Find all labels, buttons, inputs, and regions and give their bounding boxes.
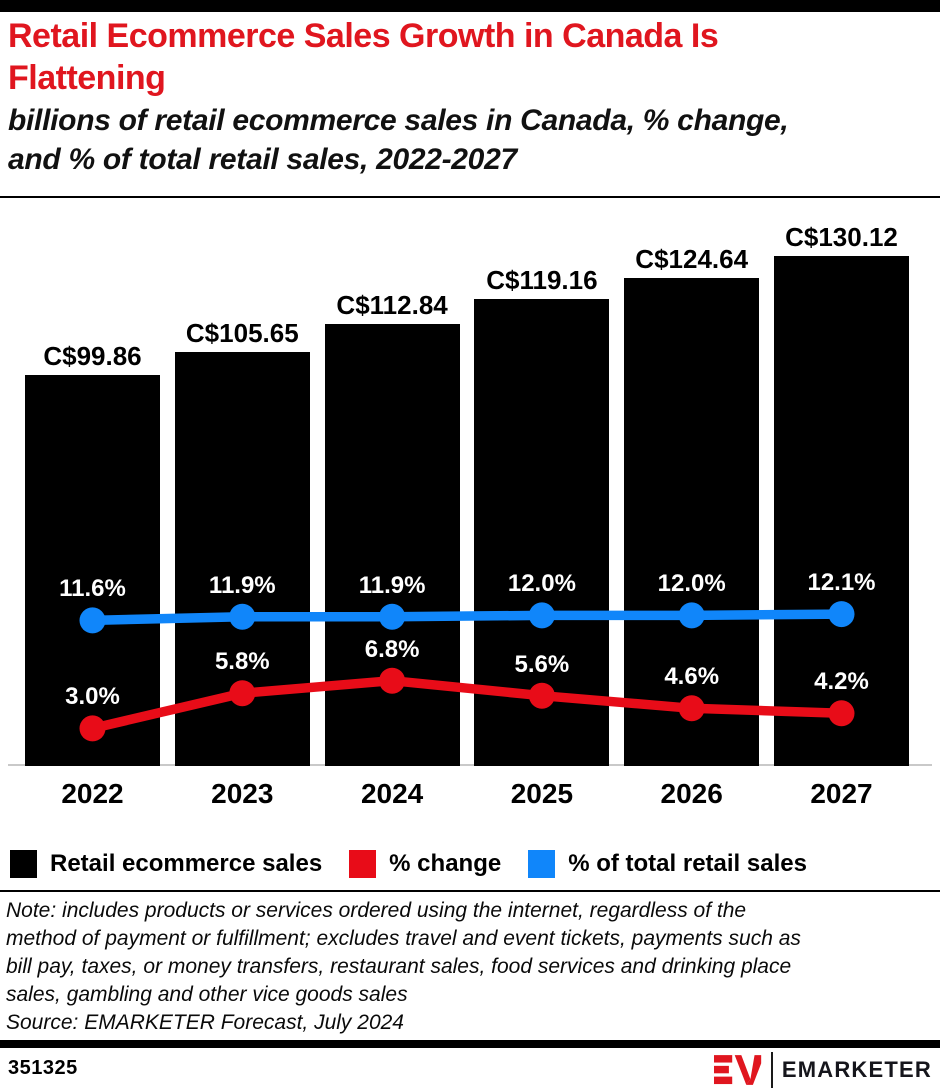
x-axis-label-2022: 2022 [61,778,124,809]
logo-divider [770,1052,773,1088]
bar-value-label: C$130.12 [785,222,898,253]
page-title: Retail Ecommerce Sales Growth in Canada … [8,17,719,97]
of-total-retail-sales-value-label: 12.0% [507,570,576,598]
bottom-black-bar [0,1040,940,1048]
emarketer-logo-mark [713,1055,762,1085]
change-point [678,695,705,722]
page-subtitle: billions of retail ecommerce sales in Ca… [8,104,789,176]
of-total-retail-sales-line [87,609,847,626]
legend-item-retail-ecommerce-sales: Retail ecommerce sales [10,850,322,878]
line-series-overlay [79,601,855,742]
x-axis-label-2024: 2024 [360,778,424,809]
x-axis-label-2027: 2027 [810,778,873,809]
of-total-retail-sales-point [678,602,705,629]
change-point [828,700,855,727]
legend-swatch-black [10,850,37,878]
of-total-retail-sales-point [229,603,256,630]
bar-value-label: C$124.64 [635,243,749,274]
top-black-bar [0,0,940,12]
x-axis-label-2025: 2025 [510,778,574,809]
of-total-retail-sales-value-label: 12.1% [807,569,876,597]
of-total-retail-sales-point [828,601,855,628]
change-value-label: 4.2% [814,668,869,696]
x-axis-label-2023: 2023 [211,778,274,809]
change-line [87,675,847,734]
brand-name: EMARKETER [781,1057,932,1082]
of-total-retail-sales-value-label: 12.0% [657,570,726,598]
change-value-label: 5.6% [514,650,570,678]
change-point [379,667,406,694]
of-total-retail-sales-value-label: 11.6% [59,575,126,603]
bar-value-label: C$119.16 [486,265,598,296]
emarketer-logo: EMARKETER [713,1050,932,1090]
change-value-label: 5.8% [214,648,270,676]
legend-label: Retail ecommerce sales [50,850,323,877]
chart: C$99.86 C$105.65 C$112.84 C$119.16 C$124.64 C… [0,200,940,815]
bar-value-label: C$99.86 [43,340,142,371]
header-divider [0,196,940,198]
legend-swatch-red [349,850,377,878]
chart-id: 351325 [8,1057,78,1079]
x-axis-baseline [8,764,932,766]
change-point [528,682,555,709]
of-total-retail-sales-value-label: 11.9% [358,571,426,599]
change-point [79,715,106,742]
legend: Retail ecommerce sales % change % of tot… [10,845,807,883]
bar-2026 [624,277,760,766]
x-axis-label-2026: 2026 [660,778,723,809]
footnote-source: Source: EMARKETER Forecast, July 2024 [6,1011,404,1034]
footnote-divider [0,890,940,892]
bar-2022 [25,374,160,766]
bar-2027 [774,256,909,766]
legend-swatch-blue [528,850,556,878]
of-total-retail-sales-value-label: 11.9% [208,571,276,599]
legend-item-pct-of-total-retail-sales: % of total retail sales [528,850,807,878]
legend-label: % change [389,850,502,877]
of-total-retail-sales-point [528,602,555,629]
change-value-label: 4.6% [664,663,720,691]
of-total-retail-sales-point [379,603,406,630]
bar-value-label: C$105.65 [185,318,299,349]
change-value-label: 6.8% [364,635,420,663]
of-total-retail-sales-point [79,607,106,634]
change-point [229,680,256,707]
bar-value-label: C$112.84 [336,289,448,320]
footnote-note: Note: includes products or services orde… [6,899,801,1006]
change-value-label: 3.0% [65,683,120,711]
legend-item-pct-change: % change [349,850,501,878]
legend-label: % of total retail sales [568,850,807,877]
